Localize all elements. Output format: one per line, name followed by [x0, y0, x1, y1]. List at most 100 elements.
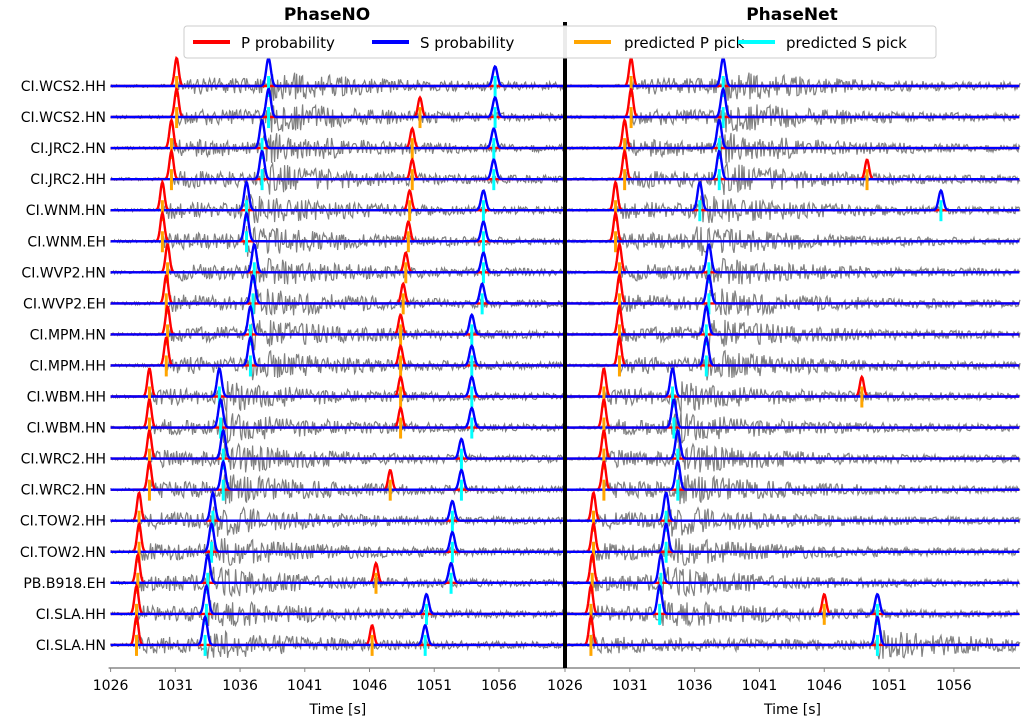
- waveform: [564, 161, 1021, 195]
- s-probability-curve: [565, 583, 1020, 616]
- waveform: [110, 320, 566, 351]
- s-probability-curve: [565, 335, 1020, 367]
- waveform: [564, 630, 1021, 660]
- trace-ci-jrc2-hn: [564, 117, 1021, 164]
- trace-ci-wbm-hh: [564, 366, 1021, 413]
- waveform: [110, 629, 566, 659]
- x-tick-label: 1026: [547, 678, 583, 694]
- trace-ci-wcs2-hn: [110, 87, 566, 133]
- station-label: CI.TOW2.HH: [20, 514, 106, 530]
- x-tick-label: 1056: [481, 678, 517, 694]
- waveform: [564, 411, 1021, 444]
- s-probability-curve: [110, 149, 565, 181]
- x-tick-label: 1051: [871, 678, 907, 694]
- p-probability-curve: [565, 429, 1020, 460]
- p-probability-curve: [565, 179, 1020, 212]
- x-tick-label: 1051: [416, 678, 452, 694]
- s-probability-curve: [110, 335, 565, 367]
- station-label: CI.JRC2.HH: [30, 172, 106, 188]
- station-label: CI.WNM.HN: [26, 203, 106, 219]
- x-tick-label: 1056: [936, 678, 972, 694]
- waveform: [110, 161, 566, 195]
- trace-ci-jrc2-hh: [564, 148, 1021, 195]
- s-probability-curve: [565, 243, 1020, 274]
- waveform: [110, 474, 565, 505]
- s-probability-curve: [565, 366, 1020, 398]
- trace-ci-wnm-eh: [110, 210, 566, 257]
- x-tick-label: 1036: [222, 678, 258, 694]
- s-probability-curve: [110, 428, 565, 460]
- trace-ci-wrc2-hh: [110, 428, 566, 473]
- panel-title-left: PhaseNO: [284, 5, 370, 25]
- waveform: [564, 132, 1021, 164]
- p-probability-curve: [565, 367, 1020, 398]
- s-probability-curve: [565, 274, 1020, 305]
- s-probability-curve: [565, 459, 1020, 491]
- trace-ci-sla-hn: [110, 613, 566, 659]
- trace-ci-mpm-hn: [110, 304, 566, 351]
- trace-ci-mpm-hh: [110, 335, 566, 381]
- waveform: [110, 411, 566, 444]
- panels: 1026 1031 1036 1041 1046 1051 1056 Time [s] 1026…: [93, 55, 1021, 718]
- panel-phasenet: 1026 1031 1036 1041 1046 1051 1056 Time [s]: [547, 55, 1021, 718]
- trace-ci-mpm-hh: [564, 334, 1021, 381]
- x-tick-label: 1031: [612, 678, 648, 694]
- station-label: CI.TOW2.HN: [20, 545, 106, 561]
- x-axis-label: Time [s]: [308, 702, 366, 718]
- s-probability-curve: [565, 491, 1020, 522]
- s-probability-curve: [110, 87, 565, 119]
- s-probability-curve: [110, 274, 565, 305]
- trace-ci-jrc2-hn: [110, 117, 566, 163]
- trace-ci-wnm-hn: [564, 179, 1021, 224]
- trace-ci-wrc2-hh: [564, 428, 1021, 473]
- trace-ci-wbm-hn: [110, 397, 566, 444]
- station-label: CI.MPM.HN: [30, 327, 106, 343]
- s-probability-curve: [110, 397, 565, 429]
- station-label: CI.WCS2.HN: [21, 110, 106, 126]
- s-probability-curve: [565, 428, 1020, 460]
- waveform: [564, 257, 1021, 285]
- x-tick-label: 1026: [93, 678, 129, 694]
- waveform: [110, 566, 566, 598]
- s-probability-curve: [565, 304, 1020, 336]
- x-tick-label: 1046: [352, 678, 388, 694]
- s-probability-curve: [110, 304, 565, 336]
- station-label: CI.WVP2.EH: [23, 296, 106, 312]
- trace-ci-wbm-hn: [564, 398, 1021, 444]
- legend-label-predicted-s-pick: predicted S pick: [786, 34, 907, 52]
- trace-ci-tow2-hh: [110, 490, 566, 537]
- legend-label-p-probability: P probability: [241, 34, 335, 52]
- p-probability-curve: [565, 582, 1020, 616]
- trace-ci-tow2-hh: [564, 490, 1021, 537]
- x-tick-label: 1046: [806, 678, 842, 694]
- waveform: [110, 133, 566, 163]
- s-probability-curve: [110, 490, 565, 522]
- s-probability-curve: [110, 56, 565, 88]
- legend-label-predicted-p-pick: predicted P pick: [624, 34, 745, 52]
- station-label: CI.WCS2.HH: [21, 79, 106, 95]
- s-probability-curve: [110, 367, 565, 398]
- waveform: [564, 566, 1021, 598]
- station-label: CI.WNM.EH: [27, 234, 106, 250]
- trace-ci-jrc2-hh: [110, 148, 566, 195]
- station-label: CI.SLA.HN: [36, 638, 106, 654]
- trace-ci-wcs2-hn: [564, 86, 1021, 133]
- trace-ci-wvp2-eh: [110, 274, 566, 317]
- p-probability-curve: [110, 460, 565, 491]
- x-tick-label: 1041: [287, 678, 323, 694]
- s-probability-curve: [110, 552, 565, 584]
- s-probability-curve: [565, 55, 1020, 88]
- p-probability-curve: [565, 210, 1020, 243]
- p-probability-curve: [110, 179, 565, 212]
- s-probability-curve: [110, 614, 565, 647]
- s-probability-curve: [110, 459, 565, 491]
- station-label: CI.WBM.HH: [27, 390, 106, 406]
- waveform: [110, 194, 565, 224]
- p-probability-curve: [110, 210, 565, 243]
- legend: P probability S probability predicted P …: [183, 25, 937, 59]
- waveform: [564, 442, 1021, 473]
- station-label: CI.JRC2.HN: [30, 141, 106, 157]
- panel-phaseno: 1026 1031 1036 1041 1046 1051 1056 Time [s]: [93, 56, 566, 718]
- station-label: CI.WBM.HN: [27, 421, 106, 437]
- station-label: PB.B918.EH: [23, 576, 106, 592]
